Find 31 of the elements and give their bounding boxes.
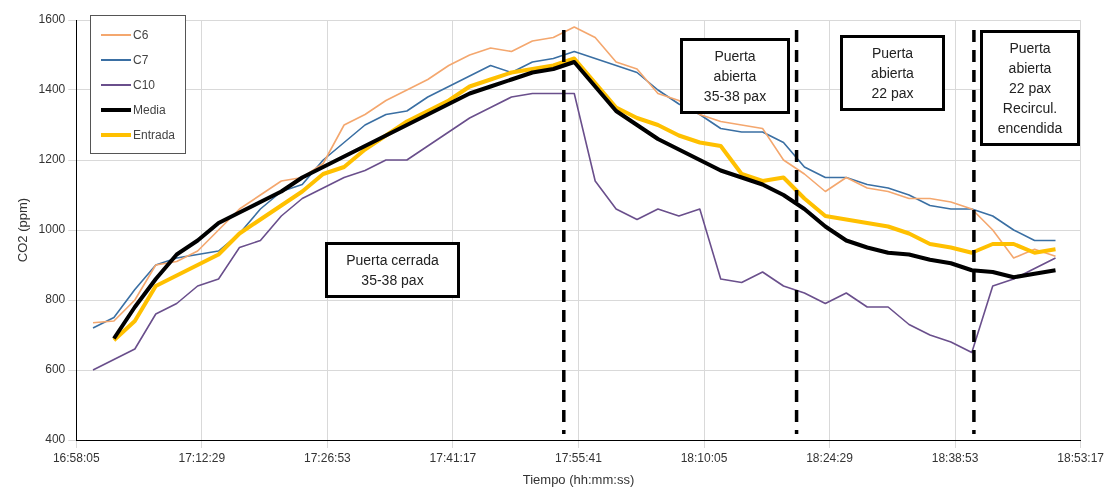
x-tick-label: 17:41:17 (429, 450, 477, 465)
x-tick-label: 18:10:05 (680, 450, 728, 465)
note-box: Puerta abierta 22 pax Recircul. encendida (980, 30, 1080, 146)
y-tick-label: 800 (45, 292, 66, 307)
y-axis-title: CO2 (ppm) (15, 197, 31, 263)
x-axis-title: Tiempo (hh:mm:ss) (522, 471, 635, 487)
legend-label: C6 (133, 27, 149, 42)
legend-label: Media (133, 102, 166, 117)
y-tick-label: 1200 (38, 152, 66, 167)
y-tick-label: 1000 (38, 222, 66, 237)
legend-label: C7 (133, 52, 149, 67)
y-tick-label: 1400 (38, 82, 66, 97)
x-tick-label: 16:58:05 (52, 450, 100, 465)
y-tick-label: 600 (45, 362, 66, 377)
x-tick-label: 17:26:53 (304, 450, 352, 465)
x-tick-label: 18:53:17 (1057, 450, 1105, 465)
note-box: Puerta abierta 22 pax (840, 35, 945, 111)
annotation: Puerta abierta 22 pax (870, 44, 915, 103)
legend-label: C10 (133, 77, 156, 92)
annotation: Puerta cerrada 35-38 pax (345, 251, 440, 290)
legend-label: Entrada (133, 127, 176, 142)
annotation: Puerta abierta 22 pax Recircul. encendida (996, 39, 1064, 138)
y-tick-label: 1600 (38, 12, 66, 27)
y-tick-label: 400 (45, 432, 66, 447)
note-box: Puerta cerrada 35-38 pax (325, 242, 460, 298)
annotation: Puerta abierta 35-38 pax (702, 47, 768, 106)
note-box: Puerta abierta 35-38 pax (680, 38, 790, 114)
x-tick-label: 18:24:29 (806, 450, 854, 465)
x-tick-label: 17:12:29 (178, 450, 226, 465)
x-tick-label: 17:55:41 (555, 450, 603, 465)
x-tick-label: 18:38:53 (931, 450, 979, 465)
